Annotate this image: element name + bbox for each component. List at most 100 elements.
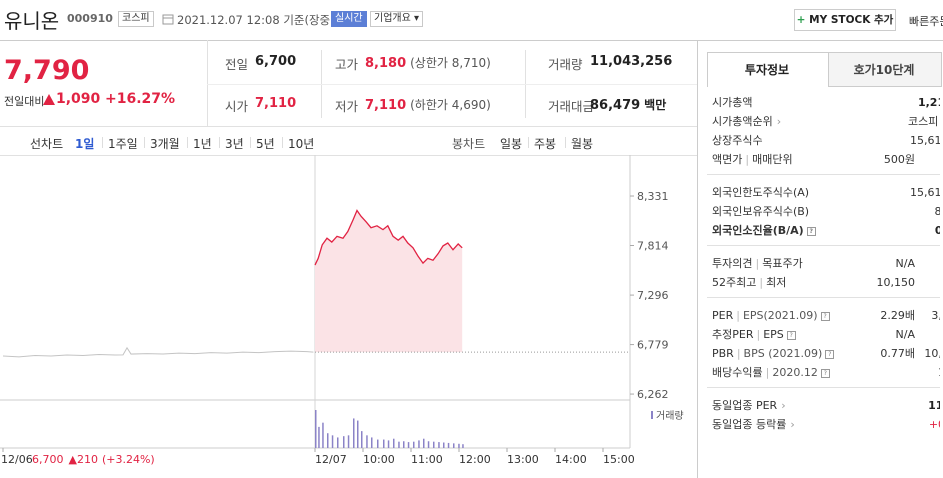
x-tick-label: 14:00 — [555, 453, 587, 466]
summary-value: 7,110 (하한가 4,690) — [365, 96, 491, 113]
quick-order[interactable]: 빠른주문 — [909, 15, 943, 28]
help-icon: ? — [825, 350, 835, 359]
info-label: 외국인한도주식수(A) — [712, 184, 809, 202]
label-separator: | — [765, 366, 770, 379]
divider — [0, 126, 697, 127]
label-text: BPS (2021.09) — [743, 347, 823, 360]
info-row: PER|EPS(2021.09)? 2.29배 3,400원 — [707, 307, 940, 325]
info-value: N/A — [895, 257, 915, 270]
summary-label: 전일 — [225, 57, 249, 72]
info-label: 투자의견 | 목표주가 — [712, 255, 803, 273]
info-label: 동일업종 PER › — [712, 397, 786, 415]
info-value: 15,611,619 — [910, 186, 940, 199]
label-text: 목표주가 — [762, 257, 803, 270]
info-label: 외국인보유주식수(B) — [712, 203, 809, 221]
info-row: 액면가|매매단위500원1주 — [707, 151, 940, 169]
info-value: 10,150 — [876, 276, 916, 289]
period-tab[interactable]: 10년 — [288, 137, 315, 151]
info-label: 상장주식수 — [712, 132, 763, 150]
label-separator: | — [756, 328, 761, 341]
company-info-label: 기업개요 — [374, 13, 411, 24]
volume-bar — [383, 439, 385, 448]
label-text: 시가총액 — [712, 96, 753, 109]
summary-value: 7,110 — [255, 96, 296, 111]
volume-bar — [453, 443, 455, 448]
price-line — [2, 346, 314, 358]
volume-legend: 거래량 — [656, 410, 684, 422]
volume-legend-swatch — [651, 411, 653, 419]
value: 11,043,256 — [590, 54, 673, 69]
info-value: 코스피 764위 — [908, 115, 940, 128]
period-tab[interactable]: 3년 — [225, 137, 244, 151]
basis: 기준(장중) — [283, 13, 335, 27]
tab-separator — [250, 137, 251, 148]
label-text: 외국인소진율(B/A) — [712, 224, 804, 237]
volume-bar — [357, 420, 359, 448]
y-tick-label: 7,814 — [637, 240, 669, 253]
candle-chart-label: 봉차트 — [452, 137, 486, 151]
sub-value: (하한가 4,690) — [410, 98, 491, 112]
label-text: 최저 — [766, 276, 787, 289]
up-arrow: ▲ — [69, 453, 78, 466]
realtime-badge[interactable]: 실시간 — [331, 11, 367, 27]
panel-tab[interactable] — [707, 52, 829, 87]
tab-separator — [144, 137, 145, 148]
group-divider — [707, 297, 940, 298]
add-mystock-button[interactable]: + MY STOCK 추가 — [794, 9, 896, 31]
x-tick-label: 12/06 — [1, 453, 33, 466]
candle-tab[interactable]: 주봉 — [534, 137, 557, 151]
summary-value: 8,180 (상한가 8,710) — [365, 54, 491, 71]
volume-bar — [423, 438, 425, 448]
period-tab[interactable]: 1일 — [75, 137, 95, 151]
info-value: 0.77배 — [880, 347, 915, 360]
panel-tab-label[interactable]: 투자정보 — [744, 63, 790, 77]
period-tab[interactable]: 1년 — [193, 137, 212, 151]
header-divider — [0, 40, 943, 41]
volume-bar — [331, 435, 334, 448]
info-value: 11.64배 — [928, 399, 940, 412]
panel-tab[interactable] — [828, 52, 942, 87]
label-text: 액면가 — [712, 153, 743, 166]
company-info-button[interactable]: 기업개요 ▾ — [370, 11, 424, 27]
help-icon: ? — [786, 331, 796, 340]
volume-bar — [318, 426, 320, 448]
info-value: 85,617 — [934, 205, 941, 218]
y-tick-label: 8,331 — [637, 190, 669, 203]
group-divider — [707, 387, 940, 388]
volume-bar — [433, 441, 435, 448]
info-label: 시가총액순위 › — [712, 113, 781, 131]
stock-code: 000910 — [67, 12, 113, 25]
period-tab[interactable]: 1주일 — [108, 137, 138, 151]
unit: 백만 — [644, 98, 667, 112]
period-tab[interactable]: 5년 — [256, 137, 275, 151]
prev-price: 6,700 — [32, 453, 64, 466]
panel-divider — [697, 40, 698, 478]
info-row: 동일업종 등락률› +0.31% — [707, 416, 940, 434]
label-text: 외국인보유주식수(B) — [712, 205, 810, 218]
candle-tab[interactable]: 월봉 — [571, 137, 594, 151]
value: 7,110 — [365, 98, 407, 113]
panel-tab-label[interactable]: 호가10단계 — [853, 63, 915, 77]
summary-value: 6,700 — [255, 54, 296, 69]
label-text: 배당수익률 — [712, 366, 763, 379]
label-separator: | — [736, 309, 740, 322]
volume-bar — [393, 438, 395, 448]
info-value: 500원 — [883, 153, 915, 166]
calendar-icon — [162, 14, 174, 25]
info-row: 배당수익률|2020.12? 1.60% — [707, 364, 940, 382]
volume-bar — [337, 437, 339, 448]
info-label: 액면가 | 매매단위 — [712, 151, 793, 169]
volume-bar — [366, 435, 368, 448]
candle-tab[interactable]: 일봉 — [500, 137, 523, 151]
volume-bar — [427, 441, 430, 448]
sub-value: (상한가 8,710) — [410, 56, 491, 70]
info-value: +0.31% — [928, 418, 940, 431]
label-separator: | — [759, 276, 764, 289]
x-tick-label: 10:00 — [363, 453, 395, 466]
summary-label: 거래대금 — [548, 99, 595, 114]
x-tick-label: 15:00 — [603, 453, 635, 466]
group-divider — [707, 174, 940, 175]
volume-bar — [403, 441, 405, 448]
period-tab[interactable]: 3개월 — [150, 137, 180, 151]
volume-bar — [398, 441, 400, 448]
